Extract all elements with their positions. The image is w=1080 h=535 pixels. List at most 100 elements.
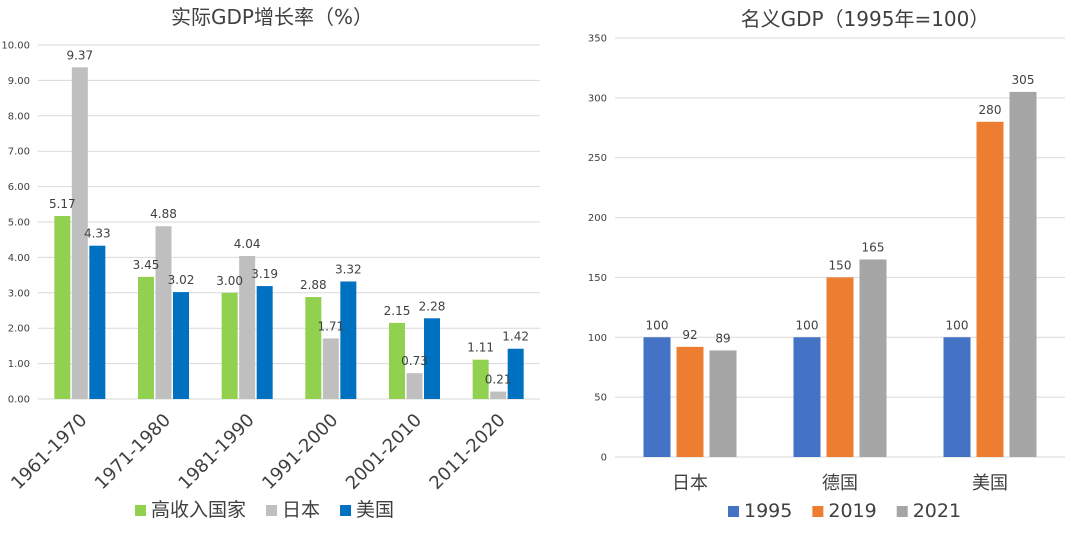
x-category-label: 日本 — [672, 473, 708, 494]
y-tick-label: 7.00 — [8, 147, 30, 158]
y-tick-label: 150 — [588, 273, 607, 284]
y-tick-label: 5.00 — [8, 218, 30, 229]
legend-swatch — [340, 505, 352, 516]
y-tick-label: 10.00 — [1, 41, 30, 52]
bar — [490, 391, 507, 399]
data-label: 100 — [796, 318, 819, 332]
y-axis-ticks: 0.00 1.00 2.00 3.00 4.00 5.00 6.00 7.00 8.00 9.00… — [1, 41, 30, 406]
x-category-label: 1981-1990 — [174, 410, 258, 494]
y-axis-ticks: 0 50 100 150 200 250 300 350 — [588, 34, 607, 464]
legend: 1995 2019 2021 — [728, 500, 961, 522]
y-tick-label: 3.00 — [8, 288, 30, 299]
y-tick-label: 200 — [588, 213, 607, 224]
bar — [859, 259, 887, 457]
data-label: 280 — [979, 103, 1002, 117]
y-tick-label: 250 — [588, 153, 607, 164]
bar — [424, 318, 440, 399]
data-labels: 100 92 89 100 150 165 100 280 305 — [646, 73, 1035, 346]
data-label: 1.71 — [317, 319, 344, 333]
bar — [71, 67, 88, 399]
x-category-label: 德国 — [822, 473, 858, 494]
y-tick-label: 300 — [588, 93, 607, 104]
data-label: 150 — [829, 258, 852, 272]
x-category-label: 1961-1970 — [7, 410, 91, 494]
legend-label: 2021 — [913, 500, 961, 522]
bar — [340, 281, 357, 399]
y-tick-label: 9.00 — [8, 76, 30, 87]
x-category-label: 2001-2010 — [342, 410, 426, 494]
bar — [322, 338, 339, 399]
data-label: 165 — [862, 240, 885, 254]
y-tick-label: 0.00 — [8, 395, 30, 406]
y-tick-label: 2.00 — [8, 324, 30, 335]
data-label: 4.04 — [234, 237, 261, 251]
data-label: 3.19 — [251, 267, 278, 281]
bar — [256, 286, 273, 399]
x-category-label: 1971-1980 — [91, 410, 175, 494]
legend-label: 1995 — [744, 500, 792, 522]
bar — [826, 277, 854, 457]
legend: 高收入国家 日本 美国 — [135, 499, 394, 521]
legend-swatch — [728, 506, 739, 517]
data-label: 92 — [682, 328, 697, 342]
bar — [173, 292, 189, 399]
legend-swatch — [135, 505, 146, 516]
nominal-gdp-chart-svg: 名义GDP（1995年=100） 0 50 100 150 200 250 300 350 1… — [588, 7, 1065, 522]
y-tick-label: 1.00 — [8, 359, 30, 370]
bar — [709, 350, 737, 457]
data-labels: 5.17 9.37 4.33 3.45 4.88 3.02 3.00 4.04 3.19 2.88… — [49, 48, 529, 386]
data-label: 100 — [646, 318, 669, 332]
bar — [676, 346, 704, 457]
y-tick-label: 350 — [588, 34, 607, 45]
x-category-label: 1991-2000 — [258, 410, 342, 494]
data-label: 4.88 — [150, 207, 177, 221]
y-tick-label: 50 — [594, 393, 607, 404]
data-label: 9.37 — [66, 48, 93, 62]
data-label: 3.45 — [133, 258, 160, 272]
legend-swatch — [896, 506, 908, 517]
bars — [54, 67, 524, 399]
bar — [472, 359, 489, 399]
bar — [221, 292, 238, 399]
gridlines — [38, 44, 540, 400]
legend-swatch — [812, 506, 824, 517]
y-tick-label: 6.00 — [8, 182, 30, 193]
data-label: 0.21 — [485, 373, 512, 387]
bar — [138, 276, 154, 399]
data-label: 100 — [946, 318, 969, 332]
data-label: 1.42 — [502, 330, 529, 344]
bar — [1009, 91, 1037, 457]
bar — [155, 226, 172, 399]
nominal-gdp-chart: 名义GDP（1995年=100） 0 50 100 150 200 250 300 350 1… — [575, 0, 1080, 535]
data-label: 3.32 — [335, 262, 362, 276]
growth-rate-chart: 实际GDP增长率（%） 0.00 1.00 2.00 3.00 4.00 5.00 6.00… — [1, 5, 540, 521]
legend-label: 日本 — [282, 499, 320, 521]
data-label: 2.28 — [419, 299, 446, 313]
data-label: 1.11 — [467, 341, 494, 355]
bar — [943, 337, 971, 457]
chart-title: 名义GDP（1995年=100） — [741, 7, 990, 31]
x-category-label: 美国 — [972, 473, 1008, 494]
y-tick-label: 4.00 — [8, 253, 30, 264]
x-category-label: 2011-2020 — [425, 410, 509, 494]
bar — [507, 348, 524, 399]
legend-swatch — [266, 505, 278, 516]
legend-label: 高收入国家 — [151, 499, 246, 521]
bar — [239, 255, 256, 399]
data-label: 2.88 — [300, 278, 327, 292]
data-label: 3.00 — [216, 274, 243, 288]
y-tick-label: 8.00 — [8, 111, 30, 122]
bar — [89, 245, 106, 399]
bar — [976, 121, 1004, 458]
y-tick-label: 100 — [588, 333, 607, 344]
bars — [643, 91, 1037, 458]
bar — [793, 337, 821, 457]
data-label: 0.73 — [401, 354, 428, 368]
bar — [54, 215, 71, 399]
data-label: 3.02 — [168, 273, 195, 287]
legend-label: 美国 — [356, 499, 394, 521]
data-label: 5.17 — [49, 197, 76, 211]
bar — [305, 297, 322, 399]
data-label: 305 — [1012, 73, 1035, 87]
bar — [643, 337, 671, 457]
